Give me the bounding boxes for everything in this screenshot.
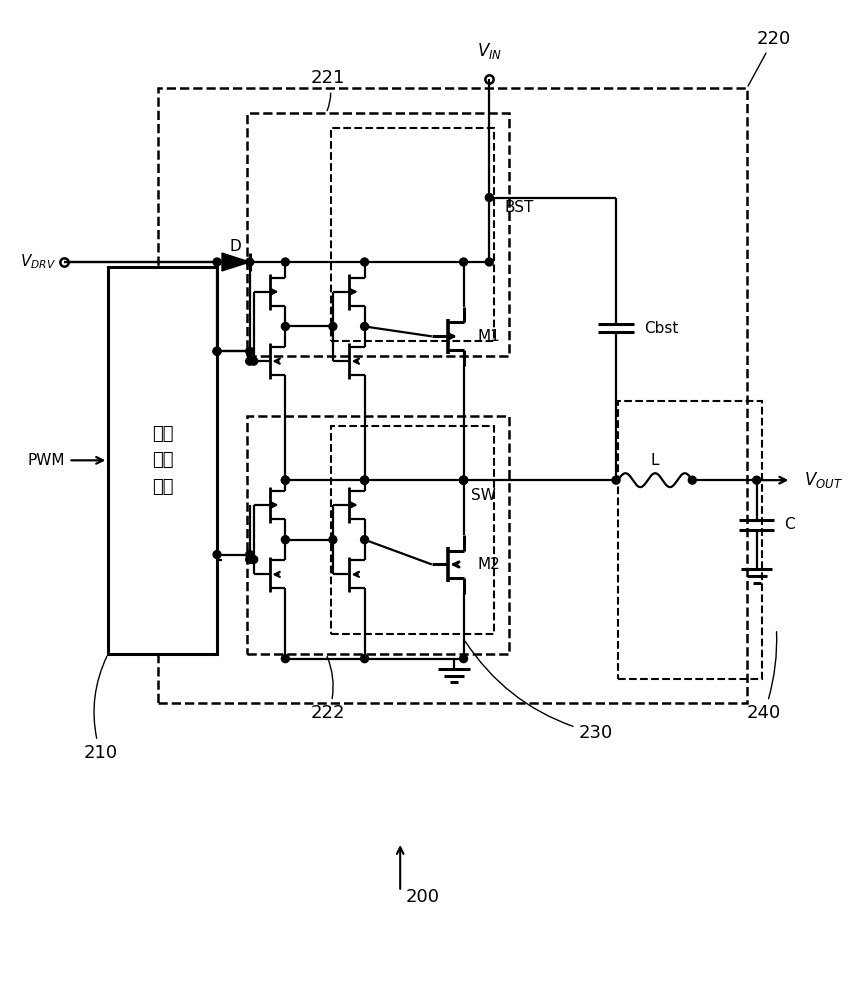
- Circle shape: [486, 194, 493, 202]
- Circle shape: [612, 476, 620, 484]
- Circle shape: [245, 347, 254, 355]
- Circle shape: [245, 556, 254, 563]
- Circle shape: [486, 258, 493, 266]
- Text: $V_{DRV}$: $V_{DRV}$: [20, 253, 56, 271]
- Circle shape: [360, 536, 369, 544]
- Text: 210: 210: [83, 656, 118, 762]
- Circle shape: [360, 476, 369, 484]
- Circle shape: [281, 476, 289, 484]
- Circle shape: [329, 322, 337, 330]
- Polygon shape: [222, 253, 250, 271]
- Text: C: C: [784, 517, 795, 532]
- Text: 230: 230: [465, 641, 613, 742]
- Circle shape: [213, 551, 221, 559]
- Circle shape: [752, 476, 760, 484]
- Text: 220: 220: [748, 30, 791, 86]
- Text: Cbst: Cbst: [644, 321, 678, 336]
- Circle shape: [281, 476, 289, 484]
- Bar: [247, 416, 509, 654]
- Circle shape: [213, 347, 221, 355]
- Circle shape: [213, 258, 221, 266]
- Bar: [331, 426, 494, 634]
- Bar: [331, 128, 494, 341]
- Text: M2: M2: [477, 557, 500, 572]
- Circle shape: [460, 476, 468, 484]
- Circle shape: [245, 551, 254, 559]
- Text: 221: 221: [311, 69, 346, 111]
- Text: 222: 222: [311, 656, 346, 722]
- Circle shape: [360, 322, 369, 330]
- Text: $V_{IN}$: $V_{IN}$: [477, 41, 502, 61]
- Circle shape: [360, 476, 369, 484]
- Text: M1: M1: [477, 329, 500, 344]
- Text: BST: BST: [505, 200, 534, 215]
- Circle shape: [329, 536, 337, 544]
- Text: PWM: PWM: [27, 453, 64, 468]
- Text: SW: SW: [472, 488, 497, 503]
- Circle shape: [281, 258, 289, 266]
- Bar: [158, 88, 746, 703]
- Text: $V_{OUT}$: $V_{OUT}$: [804, 470, 843, 490]
- Circle shape: [281, 536, 289, 544]
- Text: 控制
逆辑
模块: 控制 逆辑 模块: [152, 425, 173, 496]
- Bar: [108, 267, 217, 654]
- Bar: [247, 113, 509, 356]
- Circle shape: [250, 556, 257, 563]
- Text: L: L: [650, 453, 659, 468]
- Bar: [618, 401, 762, 678]
- Circle shape: [460, 258, 468, 266]
- Circle shape: [213, 347, 221, 355]
- Text: 200: 200: [405, 888, 439, 906]
- Circle shape: [360, 655, 369, 663]
- Circle shape: [245, 357, 254, 365]
- Text: 240: 240: [746, 632, 781, 722]
- Circle shape: [688, 476, 696, 484]
- Circle shape: [245, 258, 254, 266]
- Circle shape: [281, 322, 289, 330]
- Circle shape: [360, 258, 369, 266]
- Text: D: D: [230, 239, 242, 254]
- Circle shape: [360, 476, 369, 484]
- Circle shape: [460, 655, 468, 663]
- Circle shape: [250, 357, 257, 365]
- Circle shape: [281, 655, 289, 663]
- Circle shape: [460, 476, 468, 484]
- Circle shape: [460, 476, 468, 484]
